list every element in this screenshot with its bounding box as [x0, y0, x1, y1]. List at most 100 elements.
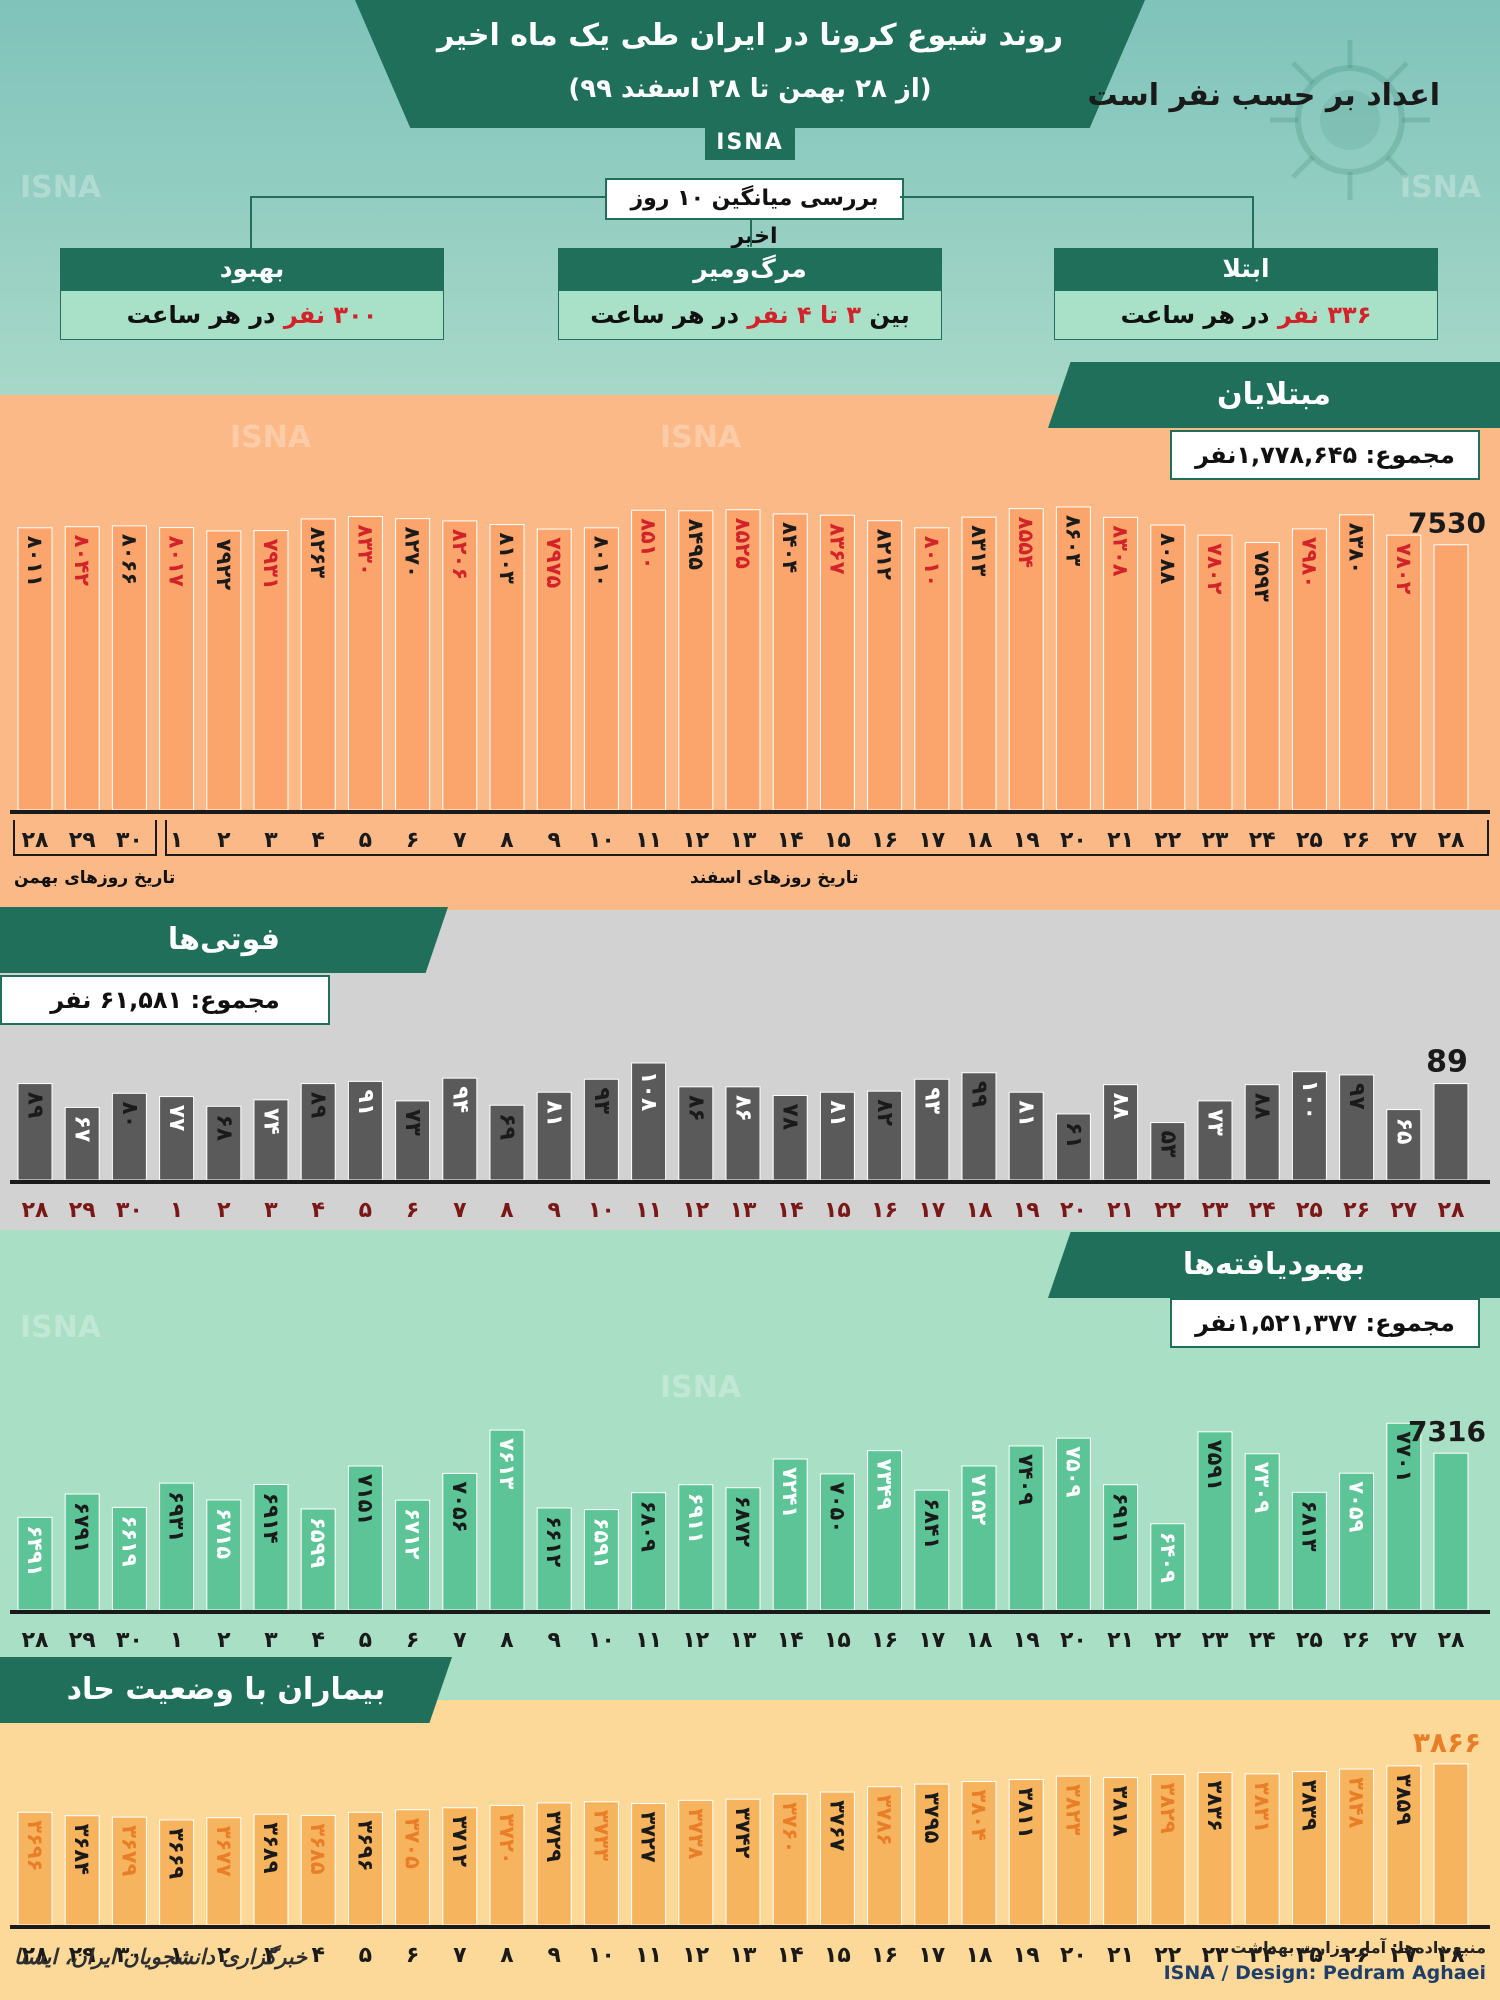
bar-value-label: ۷۸۰۲ [1203, 543, 1227, 594]
bar-value-label: ۸۰۱۱ [23, 536, 47, 587]
bar [159, 527, 195, 811]
x-tick-label: ۱۶ [871, 1198, 898, 1223]
bar-value-label: ۸۳۸۰ [1345, 523, 1369, 574]
x-tick-label: ۸ [500, 1198, 514, 1223]
esfand-axis-note: تاریخ روزهای اسفند [690, 868, 859, 888]
x-tick-label: ۱۲ [682, 828, 709, 853]
bar [678, 1484, 714, 1611]
bar [64, 1493, 100, 1611]
x-tick-label: ۲۹ [69, 828, 96, 853]
x-tick-label: ۲ [217, 828, 231, 853]
bar-value-label: ۳۶۹۶ [23, 1820, 47, 1871]
bar-value-label: ۷۲۴۱ [778, 1467, 802, 1518]
bar [914, 1783, 950, 1926]
header-banner: روند شیوع کرونا در ایران طی یک ماه اخیر … [355, 0, 1145, 128]
bar-value-label: ۸۴۰۴ [778, 522, 802, 573]
x-tick-label: ۱۰ [588, 1943, 615, 1968]
bar [1103, 1777, 1139, 1926]
x-tick-label: ۱۳ [730, 828, 757, 853]
bar-value-label: ۸۹ [23, 1092, 48, 1119]
bar [867, 1090, 903, 1181]
x-tick-label: ۱۳ [730, 1198, 757, 1223]
x-tick-label: ۲۷ [1390, 1943, 1417, 1968]
bar-value-label: ۸۶ [683, 1095, 708, 1122]
x-tick-label: ۳۰ [116, 1198, 143, 1223]
x-tick-label: ۲۷ [1390, 1198, 1417, 1223]
x-tick-label: ۲۹ [69, 1943, 96, 1968]
isna-watermark: ISNA [230, 420, 312, 455]
bar-value-label: ۸۱ [825, 1100, 850, 1127]
bar-value-label: ۸۲ [872, 1099, 897, 1126]
bar [17, 1516, 53, 1611]
average-title: بررسی میانگین ۱۰ روز اخیر [605, 178, 904, 249]
bar-value-label: ۷۵۰۹ [1061, 1446, 1085, 1497]
bar-value-label: ۶۹۳۱ [165, 1491, 189, 1542]
bar-value-label: ۳۶۹۶ [353, 1820, 377, 1871]
bar [678, 1086, 714, 1181]
bar-value-label: ۶۸ [211, 1114, 236, 1141]
x-tick-label: ۸ [500, 828, 514, 853]
bar [1339, 1472, 1375, 1611]
x-tick-label: ۱۲ [682, 1628, 709, 1653]
bar [631, 1492, 667, 1611]
bar [206, 530, 242, 811]
bar-value-label: ۷۶۱۳ [495, 1438, 519, 1489]
bar-value-label: ۷۹۲۲ [212, 539, 236, 590]
x-tick-label: ۱۲ [682, 1943, 709, 1968]
bar-value-label: ۶۹۱۴ [259, 1492, 283, 1543]
bar-value-label: ۳۷۲۹ [542, 1811, 566, 1862]
x-tick-label: ۲۱ [1107, 1943, 1134, 1968]
bar [678, 1799, 714, 1926]
bar [300, 1814, 336, 1926]
bar [1103, 1084, 1139, 1181]
x-tick-label: ۱۴ [777, 1628, 804, 1653]
x-tick-label: ۲۸ [1438, 1943, 1465, 1968]
x-tick-label: ۶ [406, 1943, 419, 1968]
x-tick-label: ۶ [406, 1198, 419, 1223]
x-tick-label: ۵ [359, 1198, 372, 1223]
bar-value-label: ۷۰۵۶ [448, 1481, 472, 1532]
isna-watermark: ISNA [1400, 170, 1482, 205]
bar [583, 1509, 619, 1611]
x-tick-label: ۱ [170, 1943, 183, 1968]
bar [253, 1099, 289, 1181]
x-tick-label: ۱۲ [682, 1198, 709, 1223]
bar [1386, 1765, 1422, 1926]
bar [347, 516, 383, 811]
bar [489, 1804, 525, 1926]
x-tick-label: ۲۵ [1296, 1198, 1323, 1223]
bar-value-label: ۶۹۱۱ [684, 1493, 708, 1544]
critical-chart: ۳۶۹۶ ۲۸ ۳۶۸۴ ۲۹ ۳۶۷۹ ۳۰ ۳۶۶۹ ۱ ۳۶۷۷ ۲ ۳۶۸۹ ۳ ۳۶۸۵ ۴ ۳۶… [0, 1730, 1500, 1975]
bar-value-label: ۶۹۱۱ [1109, 1493, 1133, 1544]
stat-value-highlight: ۳۰۰ نفر [283, 301, 378, 329]
x-tick-label: ۱۱ [635, 1943, 662, 1968]
x-tick-label: ۲۸ [22, 1943, 49, 1968]
stat-value-highlight: ۳۳۶ نفر [1277, 301, 1372, 329]
critical-title: بیماران با وضعیت حاد [0, 1657, 452, 1723]
isna-watermark: ISNA [660, 1370, 742, 1405]
bar [1055, 506, 1091, 811]
bar-value-label: ۷۹۸۰ [1297, 537, 1321, 588]
bar-value-label: ۳۷۸۶ [873, 1795, 897, 1846]
deaths-chart: ۸۹ ۲۸ ۶۷ ۲۹ ۸۰ ۳۰ ۷۷ ۱ ۶۸ ۲ ۷۴ ۳ ۸۹ ۴ ۹۱ ۵ ۷۳ ۶ ۹۴ ۷ ۶۹ ۸ ۸۱ ۹ ۹… [0, 1030, 1500, 1225]
bar-value-label: ۳۸۵۹ [1392, 1774, 1416, 1825]
bar-value-label: ۶۷۹۱ [70, 1502, 94, 1553]
x-tick-label: ۷ [453, 1198, 467, 1223]
x-tick-label: ۱۱ [635, 1198, 662, 1223]
bar [631, 509, 667, 811]
x-tick-label: ۲۰ [1060, 1943, 1087, 1968]
x-tick-label: ۲۱ [1107, 828, 1134, 853]
bar-value-label: ۷۳ [1203, 1109, 1228, 1136]
recovered-chart-svg: ۶۴۹۱۲۸۶۷۹۱۲۹۶۶۱۹۳۰۶۹۳۱۱۶۷۱۵۲۶۹۱۴۳۶۵۹۹۴۷۱… [10, 1415, 1490, 1653]
x-tick-label: ۷ [453, 1943, 467, 1968]
x-tick-label: ۲ [217, 1198, 231, 1223]
bar [961, 1465, 997, 1611]
bar [583, 1078, 619, 1181]
bar-value-label: ۶۱ [1061, 1122, 1086, 1149]
x-tick-label: ۵ [359, 828, 372, 853]
stat-value-rest: در هر ساعت [1120, 301, 1278, 329]
bar-value-label: ۶۵۹۹ [306, 1517, 330, 1568]
x-tick-label: ۲۶ [1343, 828, 1370, 853]
bar [1197, 1100, 1233, 1181]
bar-value-label: ۷۴ [259, 1108, 284, 1135]
